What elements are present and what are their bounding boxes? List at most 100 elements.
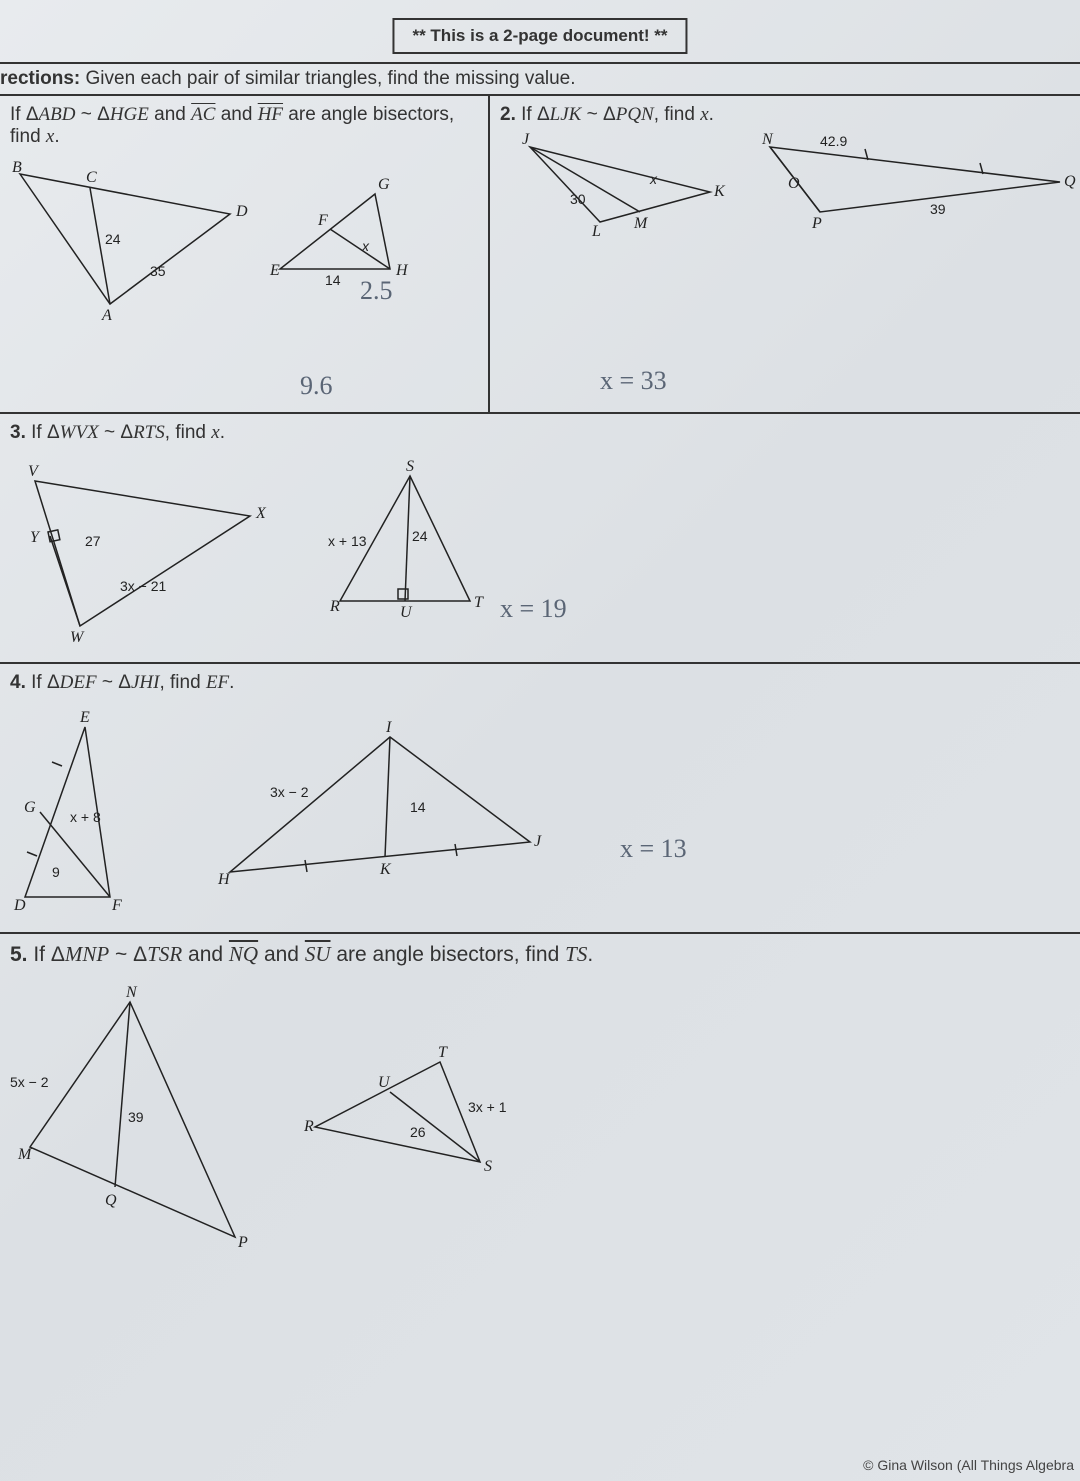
q2-val-x: x: [649, 171, 658, 187]
q4-lbl-H: H: [217, 871, 231, 888]
q2-triangle-ljk: J L M K 30 x: [500, 132, 730, 252]
q5-prompt: 5. If ΔMNP ~ ΔTSR and NQ and SU are angl…: [10, 942, 1070, 967]
row-3: 4. If ΔDEF ~ ΔJHI, find EF. E G D F x + …: [0, 664, 1080, 934]
q2-lbl-L: L: [591, 223, 601, 240]
q1-tri1-name: ABD: [39, 104, 76, 125]
q1-val-x: x: [361, 238, 370, 254]
directions: rections: Given each pair of similar tri…: [0, 64, 1080, 96]
q5-tri1-name: MNP: [65, 942, 109, 966]
q4-tri2-name: JHI: [131, 672, 159, 693]
q3-lbl-U: U: [400, 604, 413, 621]
q5-seg1: NQ: [229, 942, 258, 966]
q1-lbl-B: B: [12, 159, 22, 176]
q5-seg2: SU: [305, 942, 331, 966]
q2-lbl-M: M: [633, 215, 649, 232]
q3-pre: If Δ: [26, 422, 60, 443]
q2-lbl-O: O: [788, 175, 800, 192]
row-4: 5. If ΔMNP ~ ΔTSR and NQ and SU are angl…: [0, 934, 1080, 1274]
q4-handwritten: x = 13: [620, 834, 687, 864]
q1-cell: If ΔABD ~ ΔHGE and AC and HF are angle b…: [0, 96, 490, 412]
q4-period: .: [229, 672, 234, 693]
q4-expr: x + 8: [70, 809, 101, 825]
q5-target: TS: [565, 942, 587, 966]
q2-lbl-P: P: [811, 215, 822, 232]
q4-mid: ~ Δ: [97, 672, 131, 693]
q5-triangle-mnp: N M Q P 5x − 2 39: [10, 987, 260, 1247]
q2-var: x: [700, 104, 708, 125]
q1-seg2: HF: [258, 104, 283, 125]
q1-pre: If Δ: [10, 104, 39, 125]
q4-lbl-K: K: [379, 861, 392, 878]
q1-lbl-F: F: [317, 212, 328, 229]
q4-lbl-I: I: [385, 719, 392, 736]
q3-triangle-wvx: V X Y W 27 3x − 21: [10, 456, 270, 636]
q1-tri2-name: HGE: [110, 104, 149, 125]
q2-tri1-name: LJK: [550, 104, 582, 125]
q2-lbl-J: J: [522, 131, 530, 148]
row-2: 3. If ΔWVX ~ ΔRTS, find x. V X Y W 27 3x…: [0, 414, 1080, 664]
q5-lbl-R: R: [303, 1118, 314, 1135]
q5-expr: 5x − 2: [10, 1074, 49, 1090]
q1-lbl-H: H: [395, 262, 409, 279]
q2-lbl-N: N: [761, 131, 774, 148]
q3-lbl-Y: Y: [30, 529, 41, 546]
q1-prompt: If ΔABD ~ ΔHGE and AC and HF are angle b…: [10, 104, 478, 148]
q4-lbl-D: D: [13, 897, 26, 914]
q3-tail: , find: [165, 422, 211, 443]
q4-prompt: 4. If ΔDEF ~ ΔJHI, find EF.: [10, 672, 1070, 694]
q5-lbl-S: S: [484, 1158, 492, 1175]
q5-number: 5.: [10, 943, 28, 966]
q4-val-14: 14: [410, 799, 426, 815]
q1-val-35: 35: [150, 263, 166, 279]
q1-and: and: [149, 104, 191, 125]
q1-handwritten-2: 9.6: [300, 371, 333, 401]
q4-lbl-F: F: [111, 897, 122, 914]
q5-lbl-M: M: [17, 1146, 33, 1163]
q3-expr: 3x − 21: [120, 578, 167, 594]
q5-period: .: [587, 943, 593, 966]
q4-expr2: 3x − 2: [270, 784, 309, 800]
q1-mid: ~ Δ: [75, 104, 109, 125]
q4-triangle-jhi: I J H K 3x − 2 14: [210, 722, 550, 902]
q1-seg1: AC: [191, 104, 215, 125]
q1-lbl-A: A: [101, 307, 112, 324]
q5-triangle-tsr: T U R S 26 3x + 1: [300, 1047, 520, 1187]
q5-pre: If Δ: [28, 943, 65, 966]
q5-figures: N M Q P 5x − 2 39 T U R S 26: [10, 987, 1070, 1247]
q3-lbl-V: V: [28, 463, 40, 480]
q5-mid: ~ Δ: [109, 943, 147, 966]
q1-lbl-D: D: [235, 203, 248, 220]
q1-and2: and: [215, 104, 257, 125]
q5-val-39: 39: [128, 1109, 144, 1125]
q3-cell: 3. If ΔWVX ~ ΔRTS, find x. V X Y W 27 3x…: [0, 414, 1080, 662]
q2-tail: , find: [654, 104, 700, 125]
directions-text: Given each pair of similar triangles, fi…: [80, 68, 575, 89]
q5-lbl-U: U: [378, 1074, 391, 1091]
q3-var: x: [211, 422, 219, 443]
q3-mid: ~ Δ: [99, 422, 133, 443]
q4-pre: If Δ: [26, 672, 60, 693]
q1-val-14: 14: [325, 272, 341, 288]
banner: ** This is a 2-page document! **: [392, 18, 687, 54]
q3-val-27: 27: [85, 533, 101, 549]
q2-lbl-K: K: [713, 183, 726, 200]
q2-prompt: 2. If ΔLJK ~ ΔPQN, find x.: [500, 104, 1070, 126]
q5-tri2-name: TSR: [147, 942, 182, 966]
q4-val-9: 9: [52, 864, 60, 880]
q4-target: EF: [206, 672, 229, 693]
q4-tri1-name: DEF: [60, 672, 97, 693]
q1-triangle-abd: B C D A 24 35: [10, 154, 250, 314]
q5-tail: are angle bisectors, find: [331, 943, 566, 966]
q5-lbl-N: N: [125, 984, 138, 1001]
worksheet-page: ** This is a 2-page document! ** rection…: [0, 0, 1080, 1481]
q5-lbl-Q: Q: [105, 1192, 117, 1209]
q4-lbl-G: G: [24, 799, 36, 816]
q3-lbl-R: R: [329, 598, 340, 615]
q3-triangle-rts: S T R U x + 13 24: [320, 461, 500, 631]
q4-cell: 4. If ΔDEF ~ ΔJHI, find EF. E G D F x + …: [0, 664, 1080, 932]
q3-lbl-W: W: [70, 629, 85, 646]
q2-triangle-pqn: N O P Q 42.9 39: [750, 132, 1070, 252]
q3-tri1-name: WVX: [60, 422, 99, 443]
q1-lbl-E: E: [269, 262, 280, 279]
q2-val-30: 30: [570, 191, 586, 207]
